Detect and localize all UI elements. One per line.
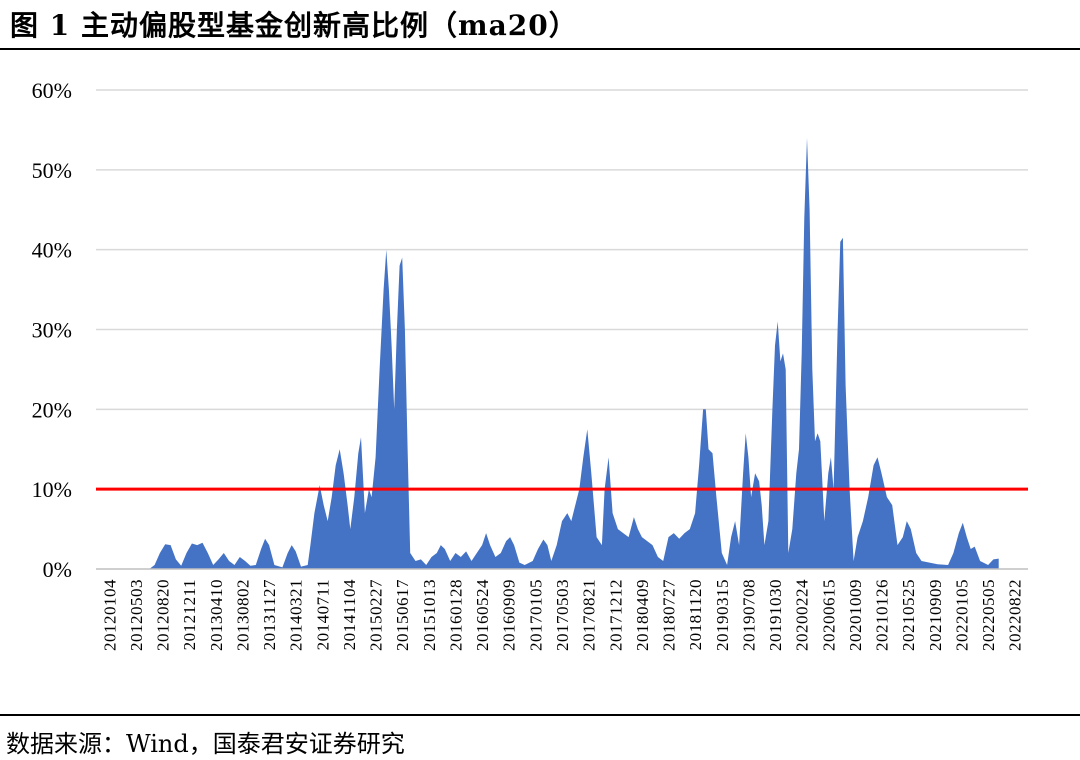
x-tick-label: 20181120 — [686, 579, 705, 650]
x-tick-label: 20160909 — [500, 579, 519, 651]
x-tick-label: 20220822 — [1006, 579, 1025, 651]
x-tick-label: 20160524 — [473, 579, 492, 651]
x-tick-label: 20130410 — [207, 579, 226, 651]
gridlines — [96, 89, 1028, 490]
footer-rule — [0, 714, 1080, 716]
x-tick-label: 20171212 — [606, 579, 625, 651]
x-tick-label: 20131127 — [260, 579, 279, 650]
x-tick-label: 20150617 — [393, 579, 412, 651]
x-tick-label: 20130802 — [234, 579, 253, 651]
x-tick-label: 20150227 — [367, 579, 386, 651]
x-tick-label: 20210525 — [899, 579, 918, 651]
x-tick-label: 20140711 — [313, 579, 332, 650]
x-tick-label: 20151013 — [420, 579, 439, 651]
x-tick-label: 20170821 — [580, 579, 599, 651]
y-tick-label: 20% — [32, 397, 72, 422]
y-tick-label: 10% — [32, 477, 72, 502]
x-tick-label: 20121211 — [180, 579, 199, 650]
x-tick-label: 20120820 — [154, 579, 173, 651]
x-tick-label: 20200224 — [793, 579, 812, 651]
y-tick-label: 30% — [32, 318, 72, 343]
x-tick-label: 20170503 — [553, 579, 572, 651]
title-rule — [0, 48, 1080, 50]
x-tick-label: 20160128 — [447, 579, 466, 651]
x-tick-label: 20210126 — [873, 579, 892, 651]
chart-plot: 0%10%20%30%40%50%60% 20120104 20120503 201… — [32, 78, 1028, 651]
x-tick-label: 20180727 — [660, 579, 679, 651]
x-tick-label: 20220505 — [979, 579, 998, 651]
x-tick-label: 20200615 — [819, 579, 838, 651]
x-axis-ticks: 20120104 20120503 20120820 20121211 20130410… — [100, 579, 1024, 651]
source-note: 数据来源：Wind，国泰君安证券研究 — [6, 730, 405, 758]
y-axis-ticks: 0% 10% 20% 30% 40% 50% 60% — [32, 78, 72, 582]
chart-title: 图 1 主动偏股型基金创新高比例（ma20） — [10, 9, 578, 42]
x-tick-label: 20170105 — [526, 579, 545, 651]
x-tick-label: 20190315 — [713, 579, 732, 651]
y-tick-label: 40% — [32, 238, 72, 263]
x-tick-label: 20120104 — [100, 579, 119, 651]
y-tick-label: 50% — [32, 158, 72, 183]
x-tick-label: 20190708 — [739, 579, 758, 651]
x-tick-label: 20140321 — [287, 579, 306, 651]
y-tick-label: 0% — [43, 557, 72, 582]
x-tick-label: 20120503 — [127, 579, 146, 651]
y-tick-label: 60% — [32, 78, 72, 103]
x-tick-label: 20210909 — [926, 579, 945, 651]
x-tick-label: 20201009 — [846, 579, 865, 651]
x-tick-label: 20180409 — [633, 579, 652, 651]
x-tick-label: 20191030 — [766, 579, 785, 651]
x-tick-label: 20141104 — [340, 579, 359, 650]
x-tick-label: 20220105 — [952, 579, 971, 651]
series-area — [96, 137, 999, 569]
